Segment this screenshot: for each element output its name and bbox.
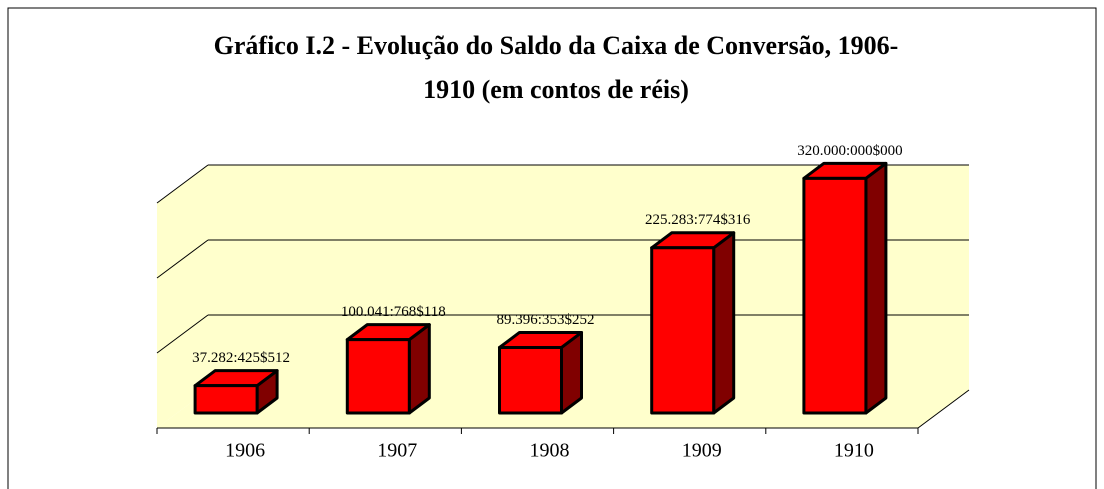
data-label: 100.041:768$118 <box>341 304 446 320</box>
bar-side <box>712 231 736 415</box>
x-tick-label: 1907 <box>377 440 417 462</box>
side-wall <box>157 165 208 428</box>
bar <box>498 345 563 415</box>
bar <box>345 338 411 415</box>
data-label: 89.396:353$252 <box>497 312 595 328</box>
x-tick-label: 1910 <box>834 440 874 462</box>
data-label: 320.000:000$000 <box>797 143 902 159</box>
bar <box>193 384 259 415</box>
bar <box>802 176 868 415</box>
bar <box>650 246 716 415</box>
x-tick-label: 1906 <box>225 440 265 462</box>
bar-side <box>864 161 888 415</box>
data-label: 37.282:425$512 <box>192 350 290 366</box>
floor-edge <box>917 389 970 429</box>
grid-line-side <box>156 239 209 279</box>
grid-line-side <box>156 164 209 204</box>
x-tick-label: 1909 <box>682 440 722 462</box>
chart-subtitle: 1910 (em contos de réis) <box>423 75 689 104</box>
grid-line-side <box>156 314 209 354</box>
data-label: 225.283:774$316 <box>645 212 751 228</box>
chart-title: Gráfico I.2 - Evolução do Saldo da Caixa… <box>214 31 899 60</box>
x-tick-label: 1908 <box>530 440 570 462</box>
